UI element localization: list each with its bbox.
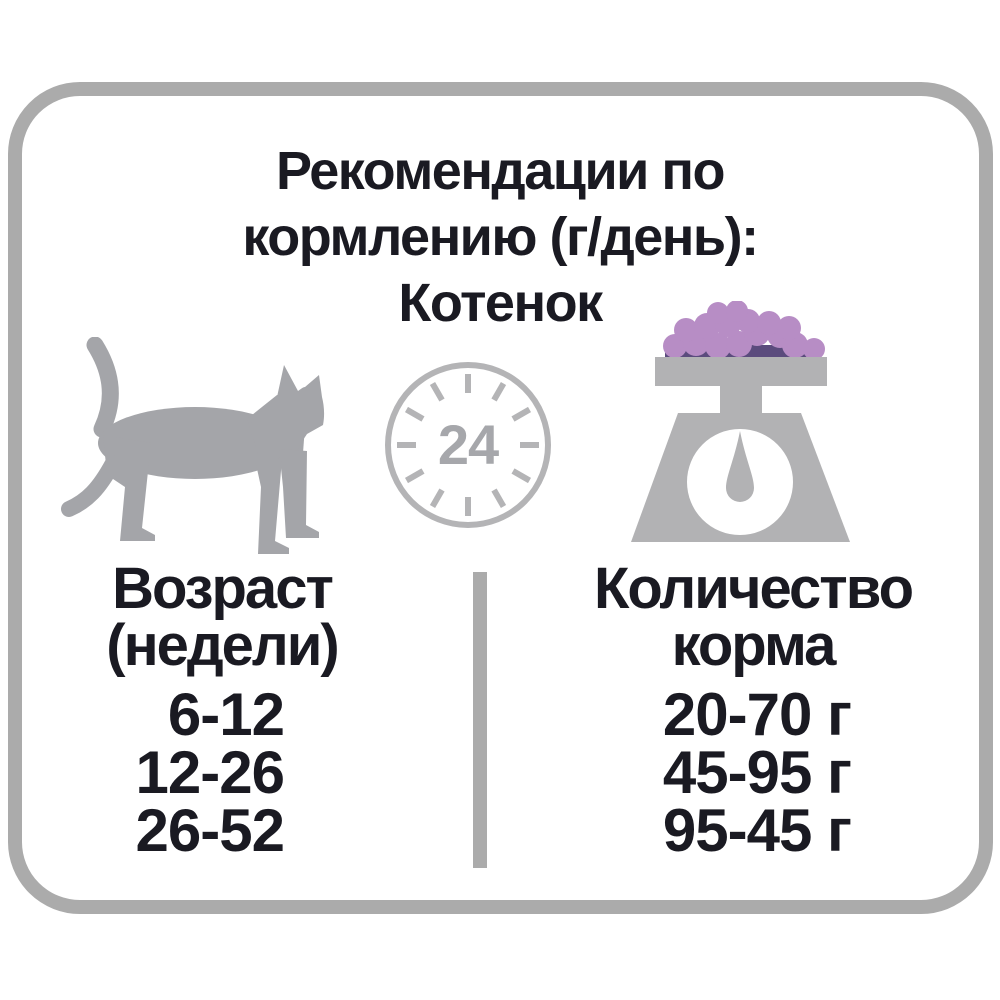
age-values-column: 6-12 12-26 26-52 — [22, 681, 285, 864]
food-value-row: 45-95 г — [662, 739, 852, 806]
food-amount-values-column: 20-70 г 45-95 г 95-45 г — [553, 681, 852, 864]
cat-silhouette-icon — [61, 337, 325, 554]
title-line-1: Рекомендации по — [276, 141, 725, 201]
page-title: Рекомендации по кормлению (г/день): Коте… — [0, 138, 1000, 336]
age-column-header: Возраст (недели) — [22, 556, 422, 678]
clock-24h-icon: 24 — [385, 362, 551, 528]
age-value-row: 12-26 — [135, 739, 285, 806]
kitchen-scale-icon — [631, 301, 850, 542]
food-header-line-1: Количество — [593, 556, 914, 621]
food-amount-column-header: Количество корма — [553, 556, 953, 678]
title-line-2: кормлению (г/день): — [242, 207, 759, 267]
age-value-row: 6-12 — [167, 681, 285, 748]
clock-24-label: 24 — [438, 413, 499, 476]
food-header-line-2: корма — [671, 613, 837, 678]
food-value-row: 95-45 г — [662, 797, 852, 864]
title-line-3: Котенок — [398, 273, 603, 333]
scale-needle — [726, 431, 754, 502]
column-divider — [473, 572, 487, 868]
food-value-row: 20-70 г — [662, 681, 852, 748]
kibble-mound — [663, 301, 825, 360]
age-header-text: Возраст (недели) — [106, 556, 340, 678]
age-value-row: 26-52 — [135, 797, 285, 864]
